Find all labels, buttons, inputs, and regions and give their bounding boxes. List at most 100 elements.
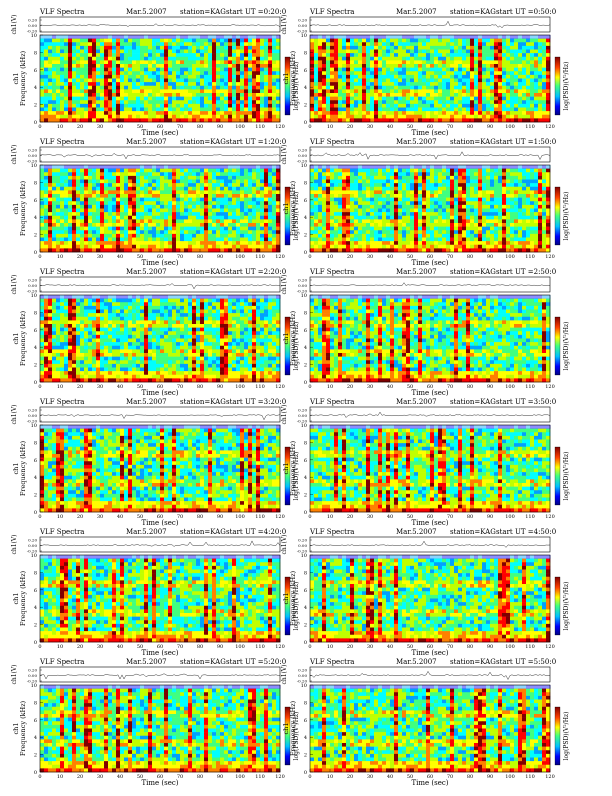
spectrogram-cell — [314, 68, 318, 72]
spectrogram-cell — [88, 115, 92, 119]
spectrogram-cell — [196, 75, 200, 79]
spectrogram-cell — [338, 64, 342, 68]
spectrogram-cell — [112, 97, 116, 101]
spectrogram-cell — [100, 209, 104, 213]
spectrogram-cell — [482, 86, 486, 90]
spectrogram-cell — [64, 223, 68, 227]
spectrogram-cell — [224, 230, 228, 234]
spectrogram-cell — [498, 97, 502, 101]
spectrogram-cell — [224, 68, 228, 72]
spectrogram-cell — [128, 104, 132, 108]
spectrogram-cell — [148, 93, 152, 97]
spectrogram-cell — [208, 50, 212, 54]
spectrogram-cell — [260, 115, 264, 119]
spectrogram-cell — [538, 111, 542, 115]
spectrogram-cell — [176, 89, 180, 93]
spectrogram-cell — [64, 209, 68, 213]
spectrogram-cell — [112, 71, 116, 75]
spectrogram-cell — [322, 183, 326, 187]
spectrogram-cell — [526, 111, 530, 115]
spectrogram-cell — [394, 60, 398, 64]
spectrogram-cell — [160, 104, 164, 108]
spectrogram-cell — [490, 108, 494, 112]
spectrogram-cell — [140, 198, 144, 202]
spectrogram-cell — [136, 82, 140, 86]
spectrogram-cell — [330, 111, 334, 115]
spectrogram-cell — [176, 100, 180, 104]
spectrogram-cell — [48, 86, 52, 90]
spectrogram-cell — [180, 93, 184, 97]
spectrogram-cell — [402, 71, 406, 75]
spectrogram-cell — [462, 169, 466, 173]
spectrogram-cell — [260, 97, 264, 101]
spectrogram-cell — [438, 104, 442, 108]
spectrogram-cell — [120, 241, 124, 245]
spectrogram-cell — [108, 238, 112, 242]
spectrogram-cell — [478, 169, 482, 173]
spectrogram-cell — [350, 46, 354, 50]
spectrogram-cell — [72, 115, 76, 119]
spectrogram-cell — [390, 111, 394, 115]
spectrogram-cell — [192, 234, 196, 238]
spectrogram-cell — [172, 89, 176, 93]
spectrogram-cell — [518, 176, 522, 180]
spectrogram-cell — [168, 39, 172, 43]
spectrogram-cell — [382, 190, 386, 194]
spectrogram-cell — [204, 223, 208, 227]
spectrogram-cell — [44, 79, 48, 83]
spectrogram-cell — [264, 68, 268, 72]
spectrogram-cell — [350, 115, 354, 119]
spectrogram-cell — [44, 104, 48, 108]
spectrogram-cell — [414, 97, 418, 101]
spectrogram-cell — [164, 216, 168, 220]
spectrogram-cell — [152, 205, 156, 209]
spectrogram-cell — [470, 75, 474, 79]
spectrogram-cell — [438, 42, 442, 46]
waveform-tick-label: 0.20 — [28, 148, 37, 153]
spectrogram-cell — [52, 115, 56, 119]
panel-title: VLF Spectra — [309, 138, 354, 146]
spectrogram-cell — [374, 104, 378, 108]
spectrogram-cell — [44, 111, 48, 115]
spectrogram-cell — [168, 212, 172, 216]
spectrogram-cell — [530, 97, 534, 101]
spectrogram-cell — [136, 93, 140, 97]
spectrogram-cell — [88, 205, 92, 209]
spectrogram-cell — [188, 104, 192, 108]
spectrogram-cell — [104, 183, 108, 187]
spectrogram-cell — [272, 108, 276, 112]
spectrogram-cell — [252, 209, 256, 213]
spectrogram-cell — [276, 212, 280, 216]
spectrogram-cell — [156, 180, 160, 184]
spectrogram-cell — [96, 57, 100, 61]
spectrogram-cell — [518, 57, 522, 61]
spectrogram-cell — [204, 39, 208, 43]
spectrogram-cell — [466, 190, 470, 194]
spectrogram-cell — [502, 172, 506, 176]
spectrogram-cell — [152, 212, 156, 216]
spectrogram-cell — [164, 227, 168, 231]
spectrogram-cell — [208, 216, 212, 220]
spectrogram-cell — [108, 201, 112, 205]
spectrogram-cell — [252, 89, 256, 93]
spectrogram-cell — [96, 205, 100, 209]
spectrogram-cell — [40, 82, 44, 86]
spectrogram-cell — [88, 111, 92, 115]
spectrogram-cell — [156, 50, 160, 54]
spectrogram-cell — [104, 50, 108, 54]
spectrogram-cell — [382, 97, 386, 101]
spectrogram-cell — [100, 205, 104, 209]
spectrogram-cell — [136, 219, 140, 223]
spectrogram-cell — [52, 60, 56, 64]
spectrogram-cell — [244, 42, 248, 46]
spectrogram-cell — [454, 172, 458, 176]
spectrogram-cell — [84, 238, 88, 242]
spectrogram-cell — [228, 60, 232, 64]
spectrogram-cell — [192, 50, 196, 54]
spectrogram-cell — [518, 97, 522, 101]
spectrogram-cell — [164, 201, 168, 205]
spectrogram-cell — [56, 230, 60, 234]
spectrogram-cell — [92, 180, 96, 184]
spectrogram-cell — [522, 82, 526, 86]
spectrogram-cell — [410, 71, 414, 75]
